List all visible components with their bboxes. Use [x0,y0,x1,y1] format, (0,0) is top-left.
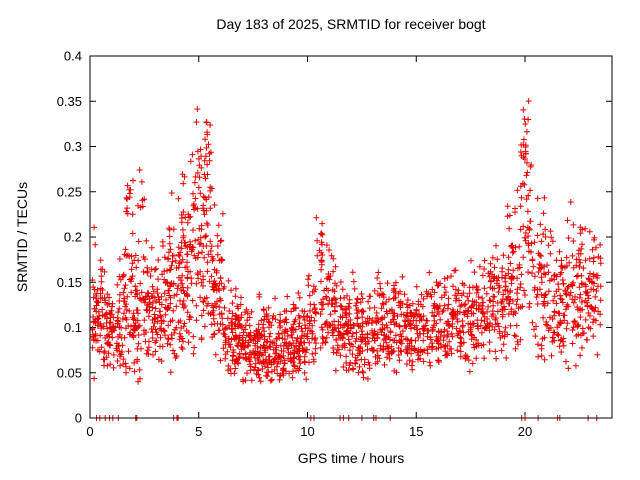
y-tick-label: 0.35 [57,94,82,109]
x-tick-label: 10 [300,424,314,439]
x-axis-label: GPS time / hours [297,450,405,466]
chart-title: Day 183 of 2025, SRMTID for receiver bog… [216,16,486,32]
y-tick-label: 0.05 [57,365,82,380]
plot-border [89,55,613,419]
x-tick-label: 15 [409,424,423,439]
x-tick-label: 0 [86,424,93,439]
y-tick-label: 0.2 [64,230,82,245]
y-tick-label: 0.1 [64,320,82,335]
y-tick-label: 0 [75,411,82,426]
y-tick-label: 0.3 [64,139,82,154]
y-tick-label: 0.25 [57,184,82,199]
axis-tick-labels: 0 5 10 15 20 0 0.05 0.1 0.15 0.2 0.25 0.3 0.35 0.4 [57,49,533,440]
y-tick-label: 0.4 [64,49,82,64]
scatter-points [89,98,604,421]
y-tick-label: 0.15 [57,275,82,290]
x-tick-label: 5 [195,424,202,439]
scatter-marker-path [89,98,604,421]
x-tick-label: 20 [518,424,532,439]
